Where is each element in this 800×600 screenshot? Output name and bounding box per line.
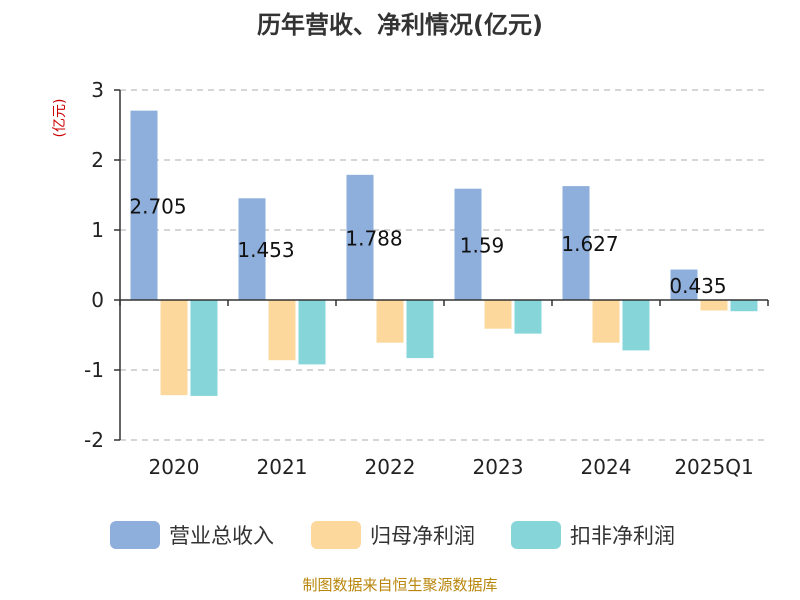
x-tick-label-2025Q1: 2025Q1 (674, 455, 753, 479)
bar-扣非净利润-2024 (622, 300, 650, 351)
legend-label-归母净利润: 归母净利润 (370, 524, 475, 548)
bar-扣非净利润-2021 (298, 300, 326, 365)
x-tick-label-2020: 2020 (149, 455, 200, 479)
y-axis-ticks: 3 2 1 0 -1 -2 (84, 78, 121, 452)
y-tick-label: -1 (84, 358, 104, 382)
bar-营业总收入-2023 (454, 188, 482, 300)
bar-营业总收入-2025Q1 (670, 269, 698, 300)
y-tick-label: 1 (91, 218, 104, 242)
data-label-2020: 2.705 (129, 194, 186, 218)
data-labels: 2.705 1.453 1.788 1.59 1.627 0.435 (129, 194, 726, 297)
y-unit-label: (亿元) (52, 99, 68, 138)
chart-title: 历年营收、净利情况(亿元) (257, 11, 543, 39)
legend-label-扣非净利润: 扣非净利润 (570, 524, 675, 548)
bar-扣非净利润-2022 (406, 300, 434, 359)
legend: 营业总收入 归母净利润 扣非净利润 (110, 521, 675, 549)
x-tick-label-2023: 2023 (473, 455, 524, 479)
data-label-2024: 1.627 (561, 232, 618, 256)
data-label-2023: 1.59 (460, 233, 505, 257)
x-tick-label-2024: 2024 (581, 455, 632, 479)
y-tick-label: -2 (84, 428, 104, 452)
x-axis-labels: 2020 2021 2022 2023 2024 2025Q1 (119, 299, 769, 479)
data-label-2025Q1: 0.435 (669, 274, 726, 298)
legend-label-营业总收入: 营业总收入 (169, 524, 274, 548)
bar-归母净利润-2021 (268, 300, 296, 361)
legend-swatch-营业总收入 (110, 521, 160, 549)
bar-归母净利润-2022 (376, 300, 404, 343)
data-label-2022: 1.788 (345, 226, 402, 250)
bar-营业总收入-2024 (562, 186, 590, 300)
bar-营业总收入-2022 (346, 174, 374, 300)
legend-swatch-扣非净利润 (511, 521, 561, 549)
bar-归母净利润-2024 (592, 300, 620, 343)
bar-归母净利润-2020 (160, 300, 188, 396)
bar-归母净利润-2023 (484, 300, 512, 329)
y-tick-label: 0 (91, 288, 104, 312)
bars (130, 110, 758, 396)
bar-归母净利润-2025Q1 (700, 300, 728, 311)
bar-扣非净利润-2025Q1 (730, 300, 758, 312)
bar-营业总收入-2021 (238, 198, 266, 300)
source-note: 制图数据来自恒生聚源数据库 (302, 576, 497, 594)
data-label-2021: 1.453 (237, 238, 294, 262)
x-tick-label-2022: 2022 (365, 455, 416, 479)
bar-扣非净利润-2023 (514, 300, 542, 334)
grid-lines (120, 89, 768, 441)
legend-swatch-归母净利润 (311, 521, 361, 549)
y-tick-label: 3 (91, 78, 104, 102)
y-tick-label: 2 (91, 148, 104, 172)
bar-扣非净利润-2020 (190, 300, 218, 396)
x-tick-label-2021: 2021 (257, 455, 308, 479)
bar-营业总收入-2020 (130, 110, 158, 301)
